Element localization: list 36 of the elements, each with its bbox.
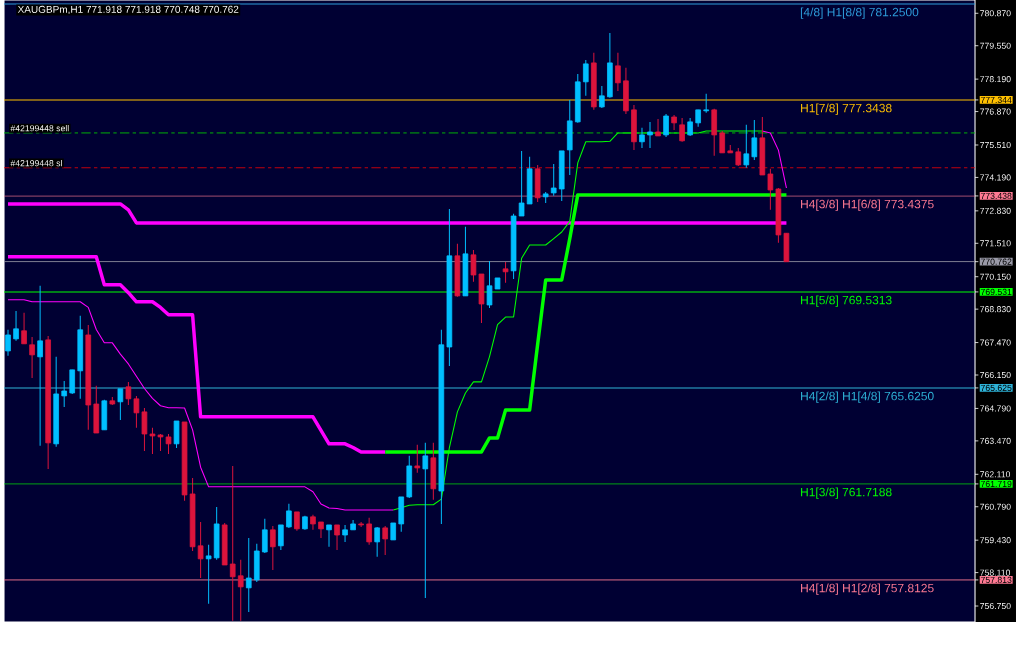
- y-tick-label: 763.470: [980, 437, 1011, 444]
- y-tick-label: 769.531: [980, 288, 1012, 295]
- y-tick-label: 771.510: [980, 240, 1011, 247]
- y-tick-label: 758.110: [980, 569, 1011, 576]
- y-tick-label: 761.719: [980, 480, 1012, 487]
- y-tick-label: 767.470: [980, 339, 1011, 346]
- y-tick-label: 766.150: [980, 371, 1011, 379]
- y-tick-label: 762.110: [980, 471, 1011, 478]
- y-tick-label: 780.870: [980, 10, 1011, 17]
- ref-line-label: H4[2/8] H1[4/8] 765.6250: [801, 391, 934, 403]
- ref-line-label: H4[1/8] H1[2/8] 757.8125: [801, 583, 934, 595]
- chart-title: XAUGBPm,H1 771.918 771.918 770.748 770.762: [17, 5, 239, 15]
- ref-line-label: H4[3/8] H1[6/8] 773.4375: [801, 199, 934, 211]
- ref-line-label: #42199448 sell: [10, 124, 69, 132]
- y-tick-label: 774.190: [980, 174, 1011, 181]
- y-tick-label: 756.750: [980, 602, 1011, 610]
- y-tick-label: 770.150: [980, 273, 1011, 280]
- y-tick-label: 759.430: [980, 537, 1011, 544]
- y-tick-label: 770.762: [980, 258, 1012, 265]
- y-tick-label: 764.790: [980, 405, 1011, 412]
- ref-line-label: H1[7/8] 777.3438: [801, 103, 892, 115]
- y-tick-label: 779.550: [980, 42, 1011, 49]
- ref-line-label: H1[5/8] 769.5313: [801, 295, 892, 307]
- y-tick-label: 772.830: [980, 207, 1011, 214]
- y-tick-label: 773.438: [980, 192, 1012, 199]
- y-tick-label: 768.830: [980, 306, 1011, 313]
- ref-line-label: #42199448 sl: [10, 159, 62, 167]
- y-tick-label: 760.790: [980, 503, 1011, 510]
- y-tick-label: 776.870: [980, 108, 1011, 115]
- y-tick-label: 778.190: [980, 76, 1011, 83]
- y-tick-label: 757.813: [980, 576, 1012, 583]
- ref-line-label: [4/8] H1[8/8] 781.2500: [800, 7, 919, 19]
- y-tick-label: 777.344: [980, 96, 1012, 103]
- y-tick-label: 775.510: [980, 141, 1011, 149]
- y-tick-label: 765.625: [980, 384, 1012, 391]
- ref-line-label: H1[3/8] 761.7188: [801, 487, 892, 499]
